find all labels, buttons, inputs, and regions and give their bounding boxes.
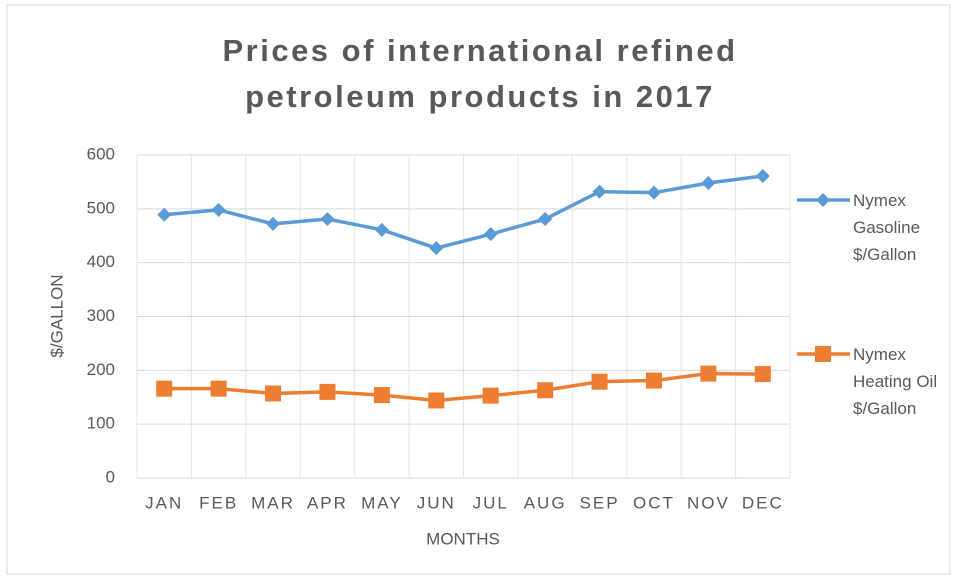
marker <box>645 372 662 389</box>
marker <box>210 380 227 397</box>
marker <box>816 193 830 207</box>
marker <box>211 202 226 217</box>
chart-border <box>6 4 951 575</box>
marker <box>755 168 770 183</box>
marker <box>156 380 173 397</box>
marker <box>428 392 445 409</box>
legend-label: Nymex Heating Oil $/Gallon <box>853 345 938 418</box>
marker <box>319 383 336 400</box>
marker <box>429 241 444 256</box>
chart-title: Prices of international refined petroleu… <box>222 33 738 114</box>
x-tick-label: JAN <box>145 493 183 512</box>
x-tick-label: APR <box>307 493 348 512</box>
x-tick-label: MAY <box>361 493 403 512</box>
y-tick-label: 600 <box>87 144 115 163</box>
marker <box>373 387 390 404</box>
marker <box>374 222 389 237</box>
marker <box>754 366 771 383</box>
marker <box>157 207 172 222</box>
y-tick-label: 500 <box>87 198 115 217</box>
marker <box>591 373 608 390</box>
marker <box>537 382 554 399</box>
series-line <box>164 174 764 250</box>
marker <box>266 216 281 231</box>
marker <box>701 175 716 190</box>
marker <box>483 227 498 242</box>
marker <box>592 184 607 199</box>
legend-label: Nymex Gasoline $/Gallon <box>853 191 921 264</box>
y-tick-label: 0 <box>106 467 115 486</box>
x-tick-label: SEP <box>580 493 620 512</box>
x-tick-label: OCT <box>633 493 675 512</box>
x-axis-label: MONTHS <box>426 529 500 548</box>
marker <box>700 365 717 382</box>
y-axis-label: $/GALLON <box>47 274 66 357</box>
x-tick-label: MAR <box>251 493 295 512</box>
y-tick-label: 300 <box>87 306 115 325</box>
marker <box>320 212 335 227</box>
series-line <box>164 371 763 403</box>
x-tick-label: AUG <box>524 493 567 512</box>
marker <box>265 385 282 402</box>
y-tick-label: 100 <box>87 414 115 433</box>
x-tick-label: NOV <box>687 493 730 512</box>
marker <box>538 212 553 227</box>
marker <box>646 185 661 200</box>
marker <box>815 346 831 362</box>
x-tick-label: DEC <box>742 493 784 512</box>
y-tick-label: 400 <box>87 252 115 271</box>
y-tick-label: 200 <box>87 360 115 379</box>
marker <box>482 387 499 404</box>
x-tick-label: JUL <box>473 493 509 512</box>
x-tick-label: JUN <box>417 493 456 512</box>
x-tick-label: FEB <box>199 493 238 512</box>
